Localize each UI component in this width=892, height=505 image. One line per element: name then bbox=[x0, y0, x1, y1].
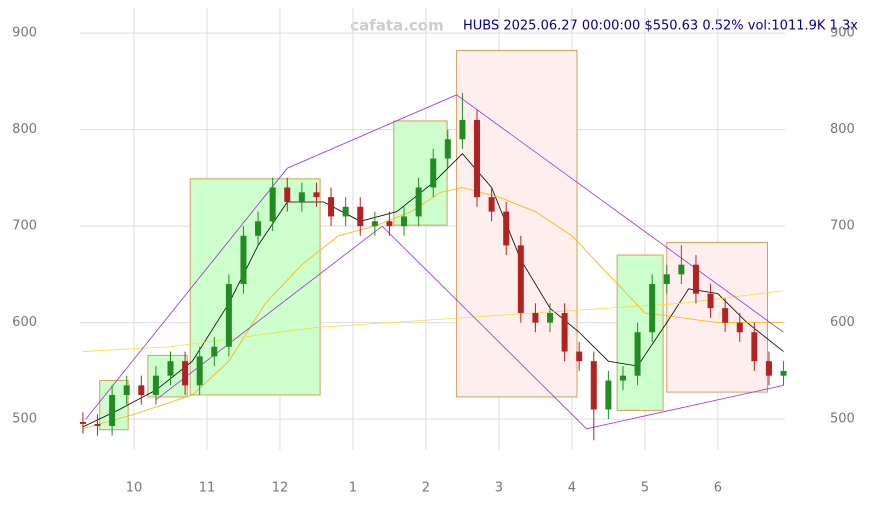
candle-body bbox=[751, 332, 758, 362]
candle-body bbox=[663, 274, 670, 285]
x-tick-label: 6 bbox=[714, 481, 722, 496]
candle-body bbox=[678, 264, 685, 275]
y-tick-label-right: 900 bbox=[830, 26, 855, 41]
indicator-line bbox=[82, 290, 784, 352]
candle-body bbox=[328, 197, 335, 217]
candle-body bbox=[255, 221, 262, 236]
x-tick-label: 3 bbox=[495, 481, 503, 496]
candle-body bbox=[488, 197, 495, 212]
x-tick-label: 12 bbox=[272, 481, 289, 496]
candle-body bbox=[517, 245, 524, 313]
candle-body bbox=[240, 235, 247, 285]
candle-body bbox=[415, 187, 422, 217]
x-tick-label: 1 bbox=[349, 481, 357, 496]
candle-body bbox=[401, 216, 408, 227]
candle-body bbox=[692, 264, 699, 294]
candle-body bbox=[605, 380, 612, 410]
candle-body bbox=[94, 423, 101, 426]
candle-body bbox=[123, 385, 130, 395]
candle-body bbox=[547, 312, 553, 323]
candle-body bbox=[138, 385, 145, 395]
candle-body bbox=[765, 361, 772, 376]
candle-body bbox=[561, 312, 568, 352]
y-tick-label-right: 800 bbox=[830, 122, 855, 137]
candle-body bbox=[503, 211, 510, 246]
y-tick-label: 600 bbox=[12, 315, 37, 330]
candle-body bbox=[313, 192, 320, 198]
candle-body bbox=[707, 293, 714, 309]
candle-body bbox=[79, 422, 86, 424]
candle-body bbox=[196, 356, 203, 386]
x-tick-label: 11 bbox=[199, 481, 216, 496]
candle-body bbox=[634, 332, 641, 376]
candle-body bbox=[371, 221, 378, 227]
candle-body bbox=[269, 187, 276, 222]
indicator-line bbox=[85, 94, 784, 420]
candle-body bbox=[722, 308, 729, 323]
candle-body bbox=[211, 346, 218, 357]
x-tick-label: 5 bbox=[641, 481, 649, 496]
candle-body bbox=[459, 119, 466, 140]
candle-body bbox=[109, 394, 116, 426]
candle-body bbox=[444, 139, 451, 159]
x-tick-label: 4 bbox=[568, 481, 576, 496]
watermark: cafata.com bbox=[350, 17, 443, 35]
indicator-line bbox=[82, 187, 784, 430]
candle-body bbox=[298, 192, 305, 202]
candle-body bbox=[649, 284, 656, 333]
candle-body bbox=[780, 370, 787, 376]
candle-body bbox=[619, 375, 626, 381]
y-tick-label-right: 700 bbox=[830, 219, 855, 234]
candle-body bbox=[167, 361, 174, 376]
candle-body bbox=[357, 206, 364, 227]
range-box bbox=[189, 178, 321, 396]
candle-body bbox=[532, 312, 539, 323]
candle-body bbox=[342, 206, 349, 217]
candle-body bbox=[182, 361, 189, 386]
y-tick-label: 900 bbox=[12, 26, 37, 41]
candle-body bbox=[284, 187, 291, 202]
candle-body bbox=[736, 322, 743, 333]
y-tick-label-right: 500 bbox=[830, 412, 855, 427]
candle-body bbox=[386, 221, 393, 227]
candle-body bbox=[430, 158, 437, 188]
chart-title: HUBS 2025.06.27 00:00:00 $550.63 0.52% v… bbox=[463, 19, 858, 34]
candle-body bbox=[590, 361, 597, 410]
y-tick-label-right: 600 bbox=[830, 315, 855, 330]
y-tick-label: 500 bbox=[12, 412, 37, 427]
candle-body bbox=[152, 375, 159, 395]
candle-body bbox=[474, 119, 481, 198]
y-tick-label: 700 bbox=[12, 219, 37, 234]
candle-body bbox=[225, 284, 232, 347]
y-tick-label: 800 bbox=[12, 122, 37, 137]
indicator-line bbox=[155, 225, 784, 430]
x-tick-label: 10 bbox=[126, 481, 143, 496]
x-tick-label: 2 bbox=[422, 481, 430, 496]
range-box bbox=[456, 49, 578, 398]
indicator-line bbox=[82, 153, 784, 428]
candle-body bbox=[576, 351, 583, 362]
